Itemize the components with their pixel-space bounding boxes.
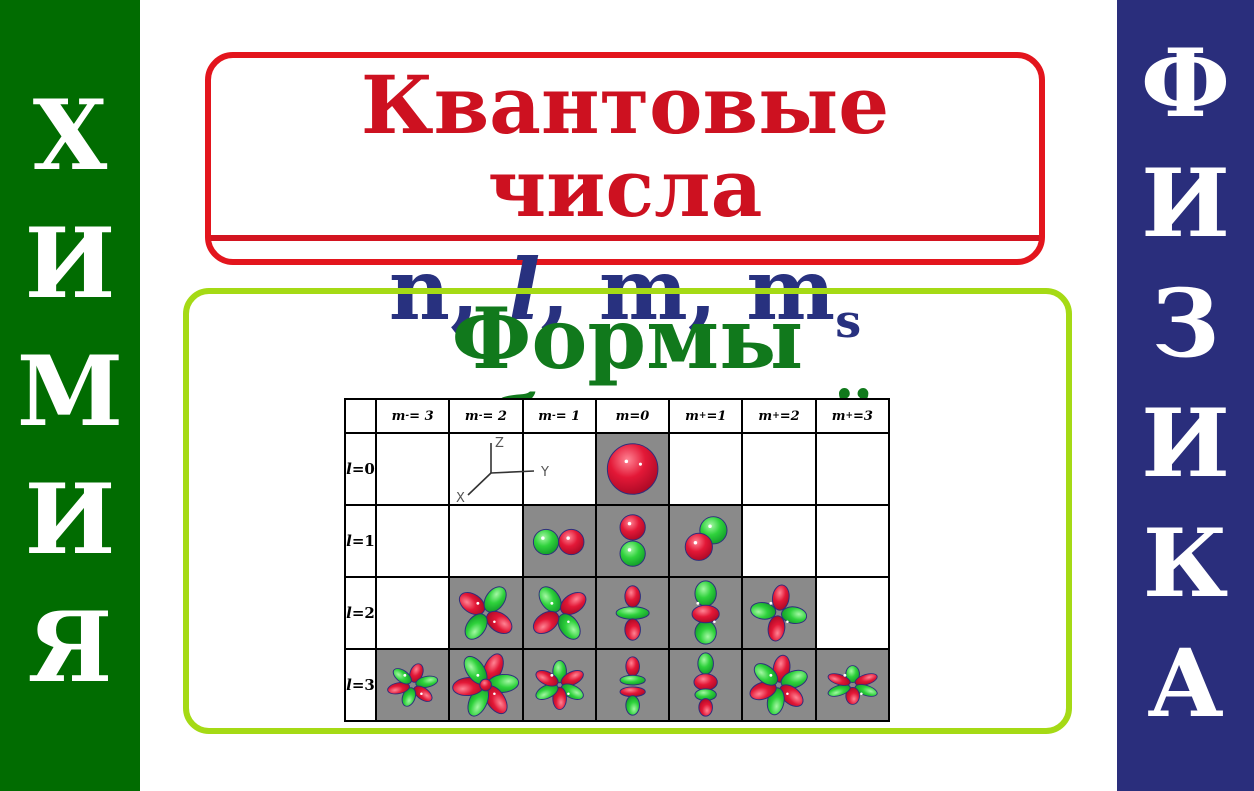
- orbital-f-star-large-icon: [452, 653, 520, 717]
- orbital-cell: [595, 577, 670, 649]
- orbital-cell: [449, 577, 523, 649]
- banner-letter: И: [1141, 389, 1230, 499]
- empty-cell: [742, 433, 816, 505]
- header-symbol: m: [615, 408, 630, 424]
- header-symbol: m: [758, 408, 773, 424]
- empty-cell: [742, 505, 816, 577]
- row-label-cell: l =2: [345, 577, 376, 649]
- orbital-f-stack-icon: [693, 652, 718, 717]
- orbital-cell: [595, 505, 670, 577]
- header-value: = 2: [482, 408, 507, 424]
- orbital-f-star-big-icon: [749, 654, 809, 716]
- orbital-cell: [595, 649, 670, 721]
- orbital-shapes-box: Формы орбиталей m-= 3m-= 2m-= 1m=0m+=1m+…: [183, 288, 1072, 734]
- orbital-cell: [669, 505, 743, 577]
- header-symbol: m: [464, 408, 479, 424]
- banner-letter: Х: [32, 79, 108, 192]
- row-label-value: =0: [351, 460, 375, 478]
- orbital-d-clover-tilted-icon: [459, 586, 513, 640]
- empty-cell: [376, 433, 450, 505]
- banner-letter: Ф: [1140, 29, 1231, 139]
- orbital-cell: [376, 649, 450, 721]
- orbital-cell: [742, 649, 816, 721]
- quantum-numbers-box: Квантовые числа n, l, m, ms: [205, 52, 1045, 344]
- empty-cell: [815, 433, 889, 505]
- header-value: =1: [706, 408, 727, 424]
- orbital-d-z2-icon: [615, 585, 650, 641]
- orbital-f-z3-icon: [619, 656, 646, 716]
- orbital-f-star-small-icon: [387, 663, 439, 707]
- header-symbol: m: [685, 408, 699, 424]
- column-header-cell: m =0: [595, 399, 670, 433]
- row-label-cell: l =1: [345, 505, 376, 577]
- empty-cell: [449, 433, 523, 505]
- column-header-cell: m - = 3: [376, 399, 450, 433]
- empty-cell: [522, 433, 596, 505]
- orbital-d-clover-axial-icon: [750, 584, 808, 642]
- banner-letter: И: [1141, 149, 1230, 259]
- orbital-cell: [669, 577, 743, 649]
- column-header-cell: m - = 1: [522, 399, 596, 433]
- row-label-symbol: l: [346, 604, 352, 622]
- header-symbol: m: [391, 408, 406, 424]
- row-label-symbol: l: [346, 460, 352, 478]
- banner-letter: К: [1142, 509, 1229, 619]
- banner-letter: А: [1147, 629, 1224, 739]
- header-value: =0: [629, 408, 650, 424]
- orbital-f-star-flat-icon: [827, 665, 878, 705]
- orbital-cell: [742, 577, 816, 649]
- orbital-f-star-icon: [535, 659, 584, 711]
- banner-letter: М: [16, 335, 124, 448]
- header-value: =2: [779, 408, 800, 424]
- orbital-cell: [522, 577, 596, 649]
- orbital-p-diagonal-icon: [684, 516, 728, 561]
- row-label-cell: l =3: [345, 649, 376, 721]
- header-symbol: m: [831, 408, 846, 424]
- column-header-cell: m + =3: [815, 399, 889, 433]
- empty-cell: [815, 577, 889, 649]
- column-header-cell: m + =1: [669, 399, 743, 433]
- header-value: =3: [853, 408, 873, 424]
- empty-cell: [376, 577, 450, 649]
- banner-letter: Я: [27, 591, 113, 704]
- orbital-p-vertical-icon: [619, 514, 646, 567]
- row-label-value: =2: [351, 604, 375, 622]
- row-label-symbol: l: [346, 532, 352, 550]
- empty-cell: [449, 505, 523, 577]
- column-header-cell: m - = 2: [449, 399, 523, 433]
- banner-letter: И: [24, 463, 116, 576]
- quantum-symbol-subscript: s: [835, 294, 862, 349]
- column-header-cell: m + =2: [742, 399, 816, 433]
- empty-cell: [815, 505, 889, 577]
- header-value: = 3: [409, 408, 434, 424]
- row-label-symbol: l: [346, 676, 352, 694]
- empty-cell: [376, 505, 450, 577]
- orbital-s-sphere-icon: [606, 443, 659, 495]
- orbital-cell: [449, 649, 523, 721]
- orbital-cell: [669, 649, 743, 721]
- header-value: = 1: [555, 408, 581, 424]
- row-label-value: =1: [351, 532, 375, 550]
- orbital-d-clover-icon: [532, 586, 586, 640]
- row-label-cell: l =0: [345, 433, 376, 505]
- orbital-p-horizontal-icon: [532, 528, 584, 556]
- orbitals-table: m - = 3 m - = 2 m - = 1 m =0 m + =1 m + =2 m + =3 l =0 l =1 l =2 l…: [344, 398, 890, 722]
- table-corner-cell: [345, 399, 376, 433]
- empty-cell: [669, 433, 743, 505]
- banner-letter: И: [24, 207, 116, 320]
- header-symbol: m: [538, 408, 552, 424]
- row-label-value: =3: [351, 676, 375, 694]
- banner-letter: З: [1151, 269, 1220, 379]
- orbital-cell: [522, 505, 596, 577]
- orbital-cell: [595, 433, 670, 505]
- orbital-d-stack-icon: [691, 580, 720, 645]
- quantum-title: Квантовые числа: [211, 63, 1039, 242]
- orbital-cell: [522, 649, 596, 721]
- orbital-cell: [815, 649, 889, 721]
